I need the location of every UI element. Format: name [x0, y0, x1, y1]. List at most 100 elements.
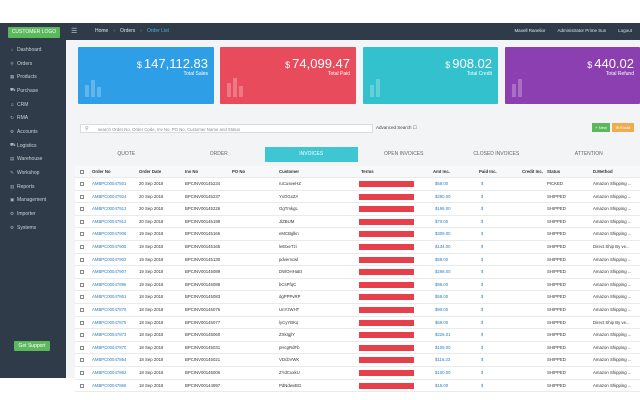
company-name[interactable]: Administrator Prime Sun [557, 28, 607, 33]
table-row[interactable]: AMBPC00047873 18 Sep 2018 BPCINV00145060 ZX… [75, 329, 640, 342]
sidebar-item-accounts[interactable]: ⚙ Accounts [0, 125, 66, 139]
col-credit-inc[interactable]: Credit Inc. [522, 169, 544, 174]
order-no-link[interactable]: AMBPC00047902 [92, 256, 127, 262]
sidebar-item-products[interactable]: ▦ Products [0, 70, 66, 84]
order-no-link[interactable]: AMBPC00047875 [92, 319, 127, 325]
email-button[interactable]: ✉ Email [612, 123, 634, 132]
row-checkbox[interactable] [80, 270, 84, 275]
row-checkbox[interactable] [80, 219, 84, 224]
col-inv-no[interactable]: Inv No [185, 169, 199, 174]
sidebar-item-purchase[interactable]: ⛟ Purchase [0, 84, 66, 98]
table-row[interactable]: AMBPC00047866 18 Sep 2018 BPCINV00144997 Pd… [75, 379, 640, 393]
search-input[interactable]: search Order No, Order Code, Inv No, PO … [98, 126, 241, 132]
sidebar-item-rma[interactable]: ↻ RMA [0, 111, 66, 125]
sidebar-item-crm[interactable]: ☺ CRM [0, 98, 66, 112]
breadcrumb-home[interactable]: Home [95, 28, 109, 34]
order-no-link[interactable]: AMBPC00047907 [92, 269, 127, 275]
select-all-checkbox[interactable] [80, 170, 84, 174]
table-row[interactable]: AMBPC00047907 19 Sep 2018 BPCINV00145089 DW… [75, 266, 640, 279]
order-no-link[interactable]: AMBPC00047866 [92, 382, 127, 388]
status-text: SHIPPED [547, 206, 566, 212]
table-row[interactable]: AMBPC00047906 19 Sep 2018 BPCINV00145166 eM… [75, 228, 640, 241]
sidebar-item-orders[interactable]: ⚲ Orders [0, 57, 66, 71]
get-support-button[interactable]: Get Support [14, 341, 50, 351]
col-terms[interactable]: Terms [361, 169, 374, 174]
row-checkbox[interactable] [80, 194, 84, 199]
status-text: SHIPPED [547, 369, 566, 375]
user-name[interactable]: Maxell Ranelior [514, 28, 546, 33]
advanced-search-toggle[interactable]: Advanced Search ☐ [376, 125, 417, 130]
sidebar-item-dashboard[interactable]: ⌂ Dashboard [0, 43, 66, 57]
status-text: SHIPPED [547, 218, 566, 224]
table-row[interactable]: AMBPC00047896 19 Sep 2018 BPCINV00145088 bC… [75, 278, 640, 292]
order-no-link[interactable]: AMBPC00047905 [92, 243, 127, 249]
table-row[interactable]: AMBPC00047876 18 Sep 2018 BPCINV00145076 Un… [75, 303, 640, 317]
row-checkbox[interactable] [80, 257, 84, 262]
col-status[interactable]: Status [547, 169, 561, 174]
tab-order[interactable]: ORDER [209, 151, 228, 157]
tab-invoices[interactable]: INVOICES [265, 147, 358, 162]
sidebar-item-warehouse[interactable]: ▤ Warehouse [0, 153, 66, 167]
col-d-method[interactable]: D.Method [593, 169, 613, 174]
sidebar-item-workshop[interactable]: ✎ Workshop [0, 166, 66, 180]
table-row[interactable]: AMBPC00047501 20 Sep 2018 BPCINV00145234 ru… [75, 178, 640, 191]
sidebar-item-management[interactable]: ▣ Management [0, 194, 66, 208]
row-checkbox[interactable] [80, 358, 84, 363]
logout-link[interactable]: Logout [618, 28, 632, 33]
table-row[interactable]: AMBPC00047875 18 Sep 2018 BPCINV00145077 ly… [75, 316, 640, 330]
order-no-link[interactable]: AMBPC00047864 [92, 357, 127, 363]
order-no-link[interactable]: AMBPC00047501 [92, 181, 127, 186]
search-box[interactable]: ⚲ search Order No, Order Code, Inv No, P… [80, 124, 373, 133]
order-no-link[interactable]: AMBPC00047862 [92, 369, 127, 375]
row-checkbox[interactable] [80, 244, 84, 249]
order-no-link[interactable]: AMBPC00047896 [92, 281, 127, 287]
table-row[interactable]: AMBPC00047864 18 Sep 2018 BPCINV00145021 VD… [75, 354, 640, 367]
col-paid-inc[interactable]: Paid Inc. [479, 169, 497, 174]
sidebar-item-reports[interactable]: ▥ Reports [0, 180, 66, 194]
table-row[interactable]: AMBPC00047861 18 Sep 2018 BPCINV00145083 dg… [75, 291, 640, 304]
row-checkbox[interactable] [80, 383, 84, 388]
tab-quote[interactable]: QUOTE [117, 151, 136, 157]
sidebar-item-importer[interactable]: ⚙ Importer [0, 207, 66, 221]
tab-open-invoices[interactable]: OPEN INVOICES [384, 151, 424, 157]
table-row[interactable]: AMBPC00047902 19 Sep 2018 BPCINV00145130 pd… [75, 253, 640, 267]
table-row[interactable]: AMBPC00047905 19 Sep 2018 BPCINV00145165 le… [75, 240, 640, 254]
tab-closed-invoices[interactable]: CLOSED INVOICES [473, 151, 520, 157]
table-row[interactable]: AMBPC00047862 18 Sep 2018 BPCINV00145006 ZY… [75, 366, 640, 380]
row-checkbox[interactable] [80, 207, 84, 212]
order-no-link[interactable]: AMBPC00047873 [92, 332, 127, 338]
row-checkbox[interactable] [80, 232, 84, 237]
order-no-link[interactable]: AMBPC00047913 [92, 218, 127, 224]
order-no-link[interactable]: AMBPC00047876 [92, 306, 127, 312]
col-po-no[interactable]: PO No [232, 169, 246, 174]
row-checkbox[interactable] [80, 282, 84, 287]
order-no-link[interactable]: AMBPC00047913 [92, 206, 127, 212]
col-order-date[interactable]: Order Date [139, 169, 162, 174]
customer-logo[interactable]: CUSTOMER LOGO [8, 27, 60, 38]
order-no-link[interactable]: AMBPC00047924 [92, 193, 127, 199]
col-order-no[interactable]: Order No [92, 169, 111, 174]
col-customer[interactable]: Customer [279, 169, 300, 174]
table-row[interactable]: AMBPC00047913 20 Sep 2018 BPCINV00145199 Jl… [75, 215, 640, 229]
order-no-link[interactable]: AMBPC00047906 [92, 231, 127, 237]
order-no-link[interactable]: AMBPC00047870 [92, 344, 127, 350]
row-checkbox[interactable] [80, 333, 84, 338]
sidebar-item-systems[interactable]: ⚙ Systems [0, 221, 66, 235]
row-checkbox[interactable] [80, 345, 84, 350]
new-button[interactable]: + New [592, 123, 610, 132]
tab-attention[interactable]: ATTENTION [574, 151, 603, 157]
table-row[interactable]: AMBPC00047870 18 Sep 2018 BPCINV00145031 pH… [75, 341, 640, 355]
row-checkbox[interactable] [80, 182, 84, 186]
table-row[interactable]: AMBPC00047913 20 Sep 2018 BPCINV00145226 Gg… [75, 203, 640, 216]
checkbox-icon[interactable]: ☐ [412, 125, 417, 130]
breadcrumb-orders[interactable]: Orders [120, 28, 136, 34]
menu-toggle-icon[interactable]: ☰ [71, 28, 78, 35]
table-row[interactable]: AMBPC00047924 20 Sep 2018 BPCINV00145237 Yx… [75, 190, 640, 204]
order-no-link[interactable]: AMBPC00047861 [92, 294, 127, 300]
col-amt-inc[interactable]: Amt Inc. [433, 169, 450, 174]
row-checkbox[interactable] [80, 307, 84, 312]
row-checkbox[interactable] [80, 320, 84, 325]
sidebar-item-logistics[interactable]: ⛟ Logistics [0, 139, 66, 153]
row-checkbox[interactable] [80, 295, 84, 300]
row-checkbox[interactable] [80, 370, 84, 375]
